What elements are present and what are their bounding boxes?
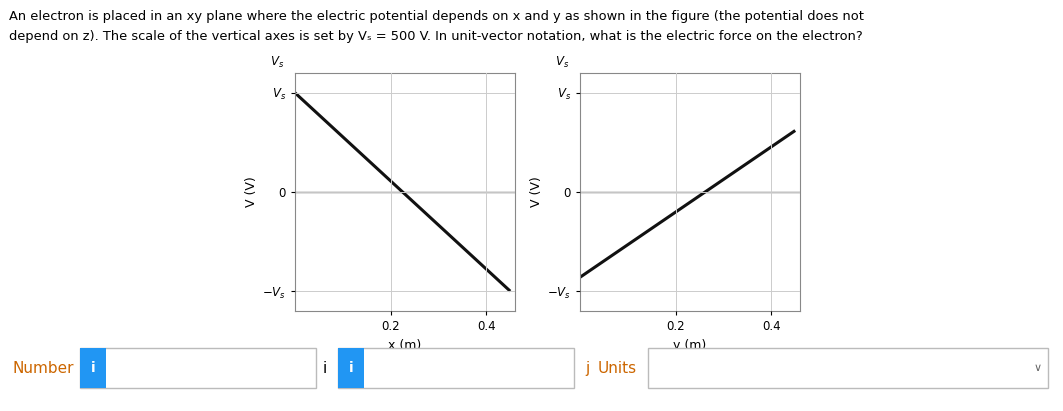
Bar <box>80 348 316 388</box>
Y-axis label: V (V): V (V) <box>244 177 258 208</box>
Bar <box>80 348 106 388</box>
X-axis label: x (m): x (m) <box>388 339 422 351</box>
Text: $V_s$: $V_s$ <box>270 55 284 70</box>
Bar <box>648 348 1048 388</box>
Text: An electron is placed in an xy plane where the electric potential depends on x a: An electron is placed in an xy plane whe… <box>9 10 863 23</box>
Bar <box>338 348 574 388</box>
Text: Number: Number <box>12 360 73 376</box>
Text: j: j <box>585 360 589 376</box>
Bar <box>338 348 364 388</box>
Text: i: i <box>90 361 96 375</box>
Text: i: i <box>349 361 353 375</box>
Text: depend on z). The scale of the vertical axes is set by Vₛ = 500 V. In unit-vecto: depend on z). The scale of the vertical … <box>9 30 862 43</box>
X-axis label: y (m): y (m) <box>673 339 707 351</box>
Text: i: i <box>323 360 327 376</box>
Text: Units: Units <box>598 360 637 376</box>
Text: $V_s$: $V_s$ <box>555 55 569 70</box>
Y-axis label: V (V): V (V) <box>529 177 543 208</box>
Text: ∨: ∨ <box>1034 363 1042 373</box>
